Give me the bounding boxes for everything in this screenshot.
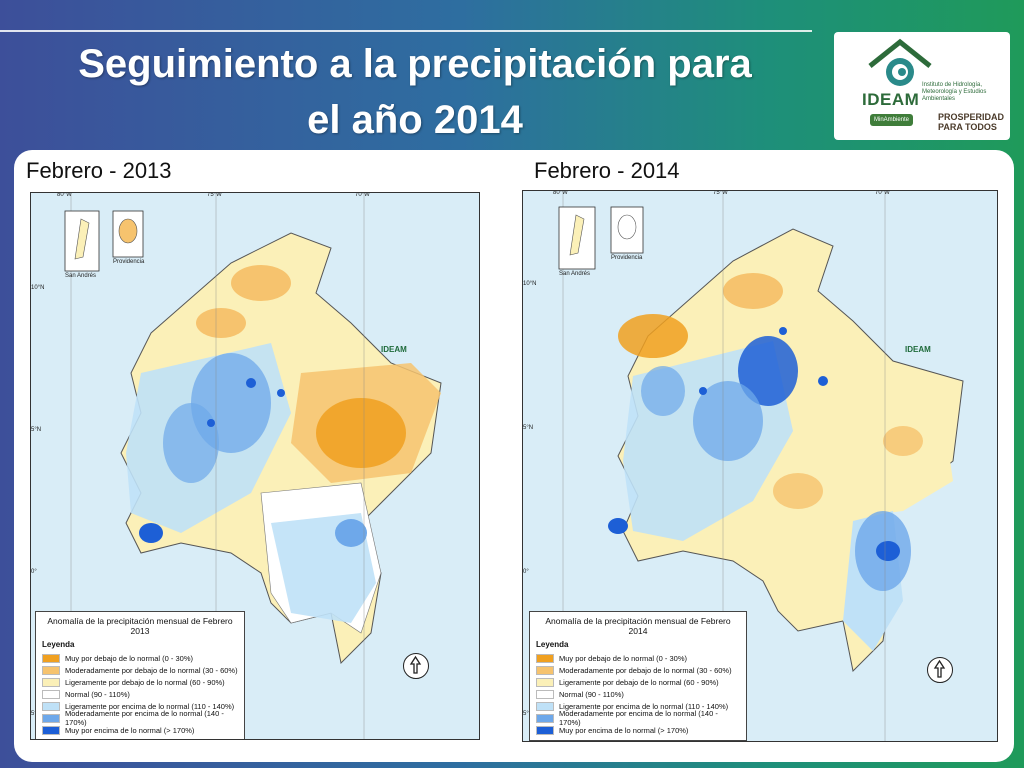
legend-item: Muy por encima de lo normal (> 170%) bbox=[536, 724, 740, 736]
legend-heading: Leyenda bbox=[42, 640, 75, 649]
legend-item-label: Ligeramente por encima de lo normal (110… bbox=[559, 701, 729, 711]
legend-swatch bbox=[536, 653, 554, 663]
legend-swatch bbox=[42, 689, 60, 699]
legend-item: Normal (90 - 110%) bbox=[536, 688, 740, 700]
map-label-2014: Febrero - 2014 bbox=[534, 158, 680, 183]
legend-item: Moderadamente por debajo de lo normal (3… bbox=[42, 664, 238, 676]
legend-item: Moderadamente por encima de lo normal (1… bbox=[42, 709, 238, 727]
legend-swatch bbox=[536, 701, 554, 711]
map-2014-lat-tick-4: 5°S bbox=[523, 711, 533, 717]
map-2013: 80°W 75°W 70°W 10°N 5°N 0° 5°S San André… bbox=[30, 192, 480, 740]
legend-item: Moderadamente por debajo de lo normal (3… bbox=[536, 664, 740, 676]
map-2014-lon-tick-3: 70°W bbox=[875, 190, 890, 196]
map-2013-ideam-logo: IDEAM bbox=[381, 345, 407, 354]
legend-swatch bbox=[42, 725, 60, 735]
legend-item-label: Normal (90 - 110%) bbox=[559, 689, 624, 699]
slide-title: Seguimiento a la precipitación para el a… bbox=[0, 36, 830, 148]
legend-swatch bbox=[536, 677, 554, 687]
map-2013-lon-tick-3: 70°W bbox=[355, 192, 370, 198]
map-2013-lon-tick-1: 80°W bbox=[57, 192, 72, 198]
legend-swatch bbox=[42, 701, 60, 711]
ministry-logo: MinAmbiente bbox=[870, 114, 914, 126]
legend-item: Normal (90 - 110%) bbox=[42, 688, 238, 700]
legend-item: Ligeramente por debajo de lo normal (60 … bbox=[42, 676, 238, 688]
map-2013-legend: Anomalía de la precipitación mensual de … bbox=[35, 611, 245, 739]
ideam-logo-box: IDEAM Instituto de Hidrología, Meteorolo… bbox=[834, 32, 1010, 140]
map-2013-lon-tick-2: 75°W bbox=[207, 192, 222, 198]
map-2014-lat-tick-2: 5°N bbox=[523, 425, 534, 431]
legend-heading: Leyenda bbox=[536, 640, 569, 649]
legend-item-label: Moderadamente por debajo de lo normal (3… bbox=[65, 665, 238, 675]
map-2014-inset-label-2: Providencia bbox=[611, 255, 643, 261]
legend-swatch bbox=[536, 689, 554, 699]
map-2014-ideam-logo: IDEAM bbox=[905, 345, 931, 354]
legend-swatch bbox=[536, 713, 554, 723]
institute-name: Instituto de Hidrología, Meteorología y … bbox=[922, 82, 987, 102]
legend-swatch bbox=[42, 677, 60, 687]
legend-title: Anomalía de la precipitación mensual de … bbox=[47, 616, 233, 636]
map-2014-lon-tick-2: 75°W bbox=[713, 190, 728, 196]
ideam-logo-icon bbox=[868, 38, 932, 86]
title-line-2: el año 2014 bbox=[307, 98, 523, 142]
legend-item-label: Moderadamente por encima de lo normal (1… bbox=[559, 709, 718, 727]
map-2013-lat-tick-1: 10°N bbox=[31, 285, 45, 291]
legend-item-label: Ligeramente por debajo de lo normal (60 … bbox=[65, 677, 225, 687]
legend-swatch bbox=[536, 725, 554, 735]
map-2014-lon-tick-1: 80°W bbox=[553, 190, 568, 196]
legend-swatch bbox=[42, 653, 60, 663]
map-2014-lat-tick-3: 0° bbox=[523, 569, 529, 575]
legend-rows: Muy por debajo de lo normal (0 - 30%) Mod… bbox=[536, 652, 740, 736]
legend-item-label: Moderadamente por encima de lo normal (1… bbox=[65, 709, 224, 727]
legend-item: Ligeramente por debajo de lo normal (60 … bbox=[536, 676, 740, 688]
legend-item-label: Muy por debajo de lo normal (0 - 30%) bbox=[65, 653, 193, 663]
map-2013-lat-tick-2: 5°N bbox=[31, 427, 42, 433]
map-2013-north-arrow-icon bbox=[403, 653, 429, 679]
map-label-2013: Febrero - 2013 bbox=[26, 158, 172, 183]
title-line-1: Seguimiento a la precipitación para bbox=[78, 42, 752, 86]
legend-item-label: Ligeramente por encima de lo normal (110… bbox=[65, 701, 235, 711]
legend-item: Muy por debajo de lo normal (0 - 30%) bbox=[42, 652, 238, 664]
legend-item-label: Moderadamente por debajo de lo normal (3… bbox=[559, 665, 732, 675]
legend-item: Muy por encima de lo normal (> 170%) bbox=[42, 724, 238, 736]
legend-swatch bbox=[42, 713, 60, 723]
title-rule bbox=[0, 30, 812, 32]
map-2013-inset-label-2: Providencia bbox=[113, 259, 145, 265]
legend-item: Ligeramente por encima de lo normal (110… bbox=[536, 700, 740, 712]
legend-item: Muy por debajo de lo normal (0 - 30%) bbox=[536, 652, 740, 664]
legend-swatch bbox=[536, 665, 554, 675]
legend-rows: Muy por debajo de lo normal (0 - 30%) Mod… bbox=[42, 652, 238, 736]
map-2013-lat-tick-3: 0° bbox=[31, 569, 37, 575]
legend-item: Ligeramente por encima de lo normal (110… bbox=[42, 700, 238, 712]
legend-swatch bbox=[42, 665, 60, 675]
map-2013-inset-label-1: San Andrés bbox=[65, 273, 97, 279]
map-2014: 80°W 75°W 70°W 10°N 5°N 0° 5°S San André… bbox=[522, 190, 998, 742]
ideam-wordmark: IDEAM bbox=[862, 90, 920, 109]
legend-item-label: Muy por encima de lo normal (> 170%) bbox=[65, 725, 195, 735]
map-2014-lat-tick-1: 10°N bbox=[523, 281, 537, 287]
legend-title: Anomalía de la precipitación mensual de … bbox=[545, 616, 731, 636]
legend-item-label: Ligeramente por debajo de lo normal (60 … bbox=[559, 677, 719, 687]
map-2014-north-arrow-icon bbox=[927, 657, 953, 683]
map-2014-legend: Anomalía de la precipitación mensual de … bbox=[529, 611, 747, 741]
legend-item-label: Muy por encima de lo normal (> 170%) bbox=[559, 725, 689, 735]
map-2014-inset-label-1: San Andrés bbox=[559, 271, 591, 277]
legend-item-label: Normal (90 - 110%) bbox=[65, 689, 130, 699]
slogan-logo: PROSPERIDAD PARA TODOS bbox=[938, 112, 1005, 132]
legend-item-label: Muy por debajo de lo normal (0 - 30%) bbox=[559, 653, 687, 663]
legend-item: Moderadamente por encima de lo normal (1… bbox=[536, 709, 740, 727]
